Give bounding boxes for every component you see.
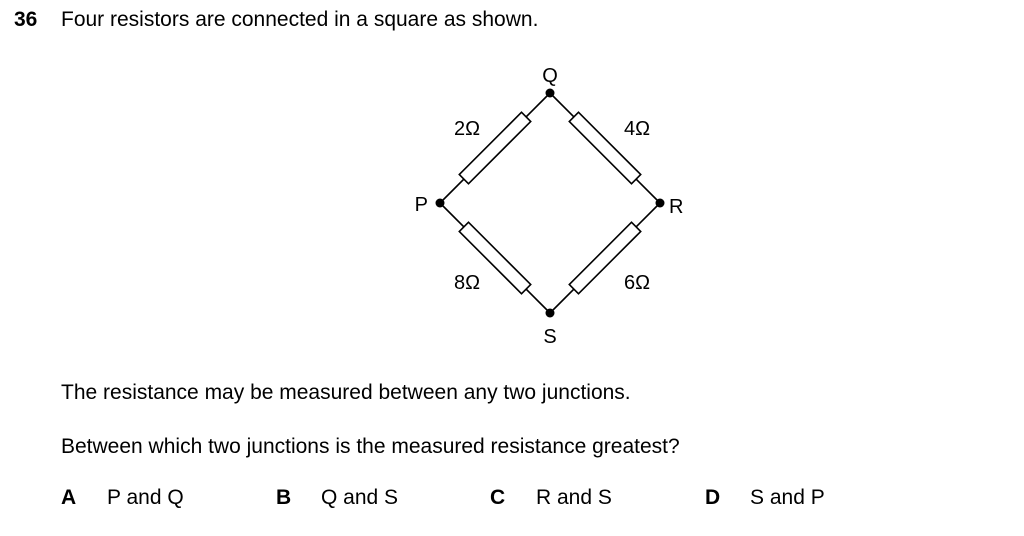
resistor-ps-label: 8Ω [454, 272, 480, 294]
prompt-text: Between which two junctions is the measu… [61, 435, 680, 458]
junction-r-dot [655, 198, 665, 208]
resistor-qr [568, 111, 642, 185]
junction-p-label: P [415, 194, 428, 216]
resistor-pq [458, 111, 532, 185]
resistor-sr-label: 6Ω [624, 272, 650, 294]
option-letter: B [276, 486, 292, 509]
option-b[interactable]: B Q and S [276, 486, 398, 510]
option-text: P and Q [107, 486, 184, 509]
junction-s-label: S [543, 326, 556, 348]
question-text: Four resistors are connected in a square… [61, 8, 539, 31]
option-c[interactable]: C R and S [490, 486, 612, 510]
option-text: R and S [536, 486, 612, 509]
junction-p-dot [435, 198, 445, 208]
question-number: 36 [14, 8, 38, 31]
junction-q-dot [545, 88, 555, 98]
junction-s-dot [545, 308, 555, 318]
resistor-sr [568, 221, 642, 295]
junction-r-label: R [669, 196, 683, 218]
circuit-diagram: Q P R S 2Ω 4Ω 8Ω 6Ω [415, 65, 684, 348]
resistor-pq-label: 2Ω [454, 118, 480, 140]
option-letter: A [61, 486, 77, 509]
option-a[interactable]: A P and Q [61, 486, 184, 510]
resistor-ps [458, 221, 532, 295]
option-letter: D [705, 486, 721, 509]
option-d[interactable]: D S and P [705, 486, 825, 510]
statement-text: The resistance may be measured between a… [61, 381, 631, 404]
option-letter: C [490, 486, 506, 509]
option-text: S and P [750, 486, 825, 509]
junction-q-label: Q [542, 65, 558, 87]
option-text: Q and S [321, 486, 399, 509]
resistor-qr-label: 4Ω [624, 118, 650, 140]
